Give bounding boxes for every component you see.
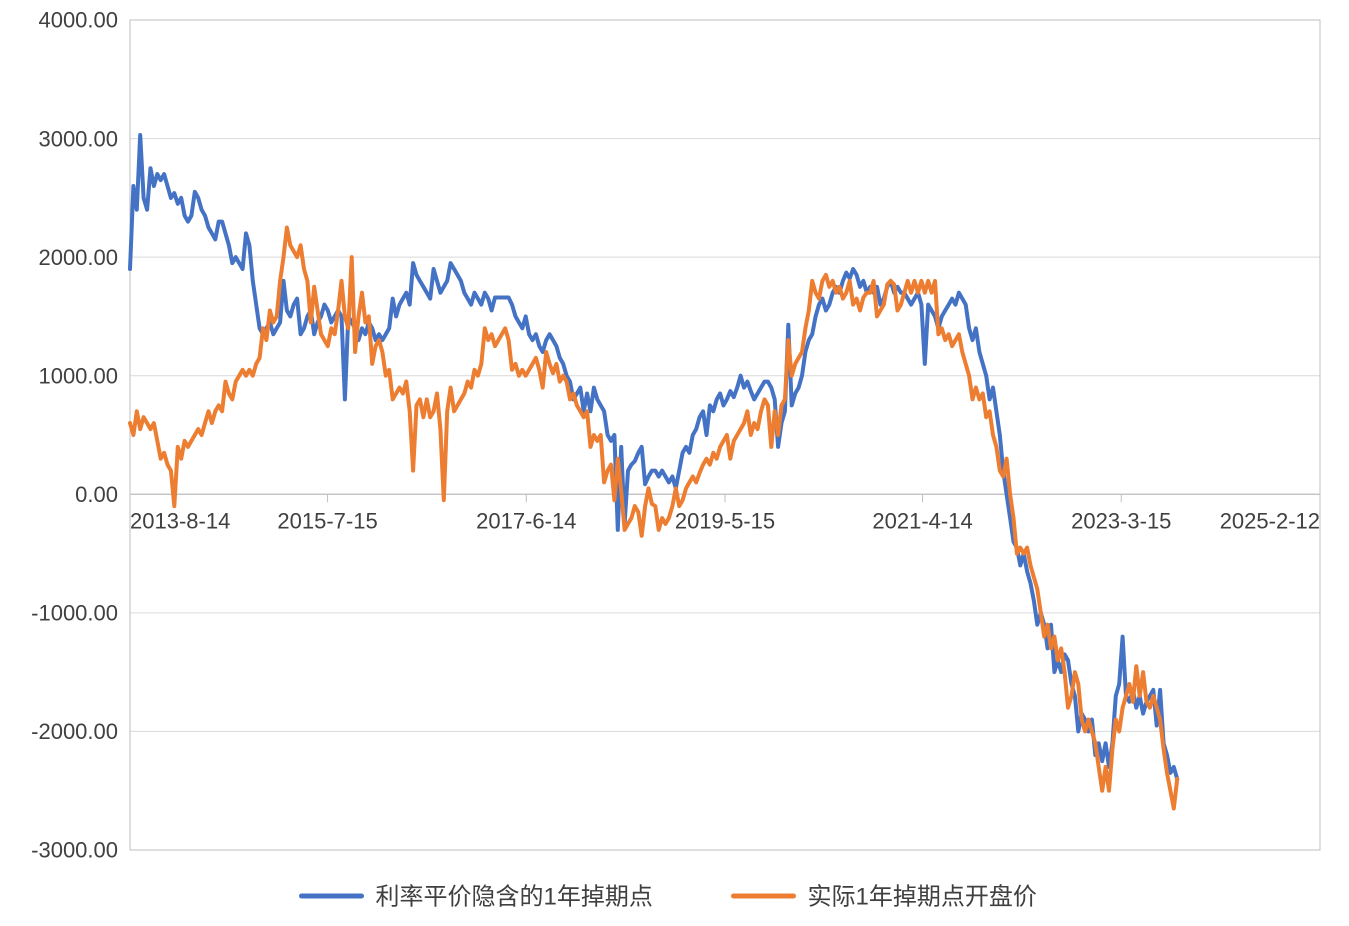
x-tick-label: 2021-4-14 bbox=[872, 508, 972, 533]
y-tick-label: 4000.00 bbox=[38, 8, 118, 33]
y-tick-label: 1000.00 bbox=[38, 363, 118, 388]
legend-label: 利率平价隐含的1年掉期点 bbox=[376, 883, 653, 910]
x-tick-label: 2025-2-12 bbox=[1220, 508, 1320, 533]
y-tick-label: -3000.00 bbox=[31, 838, 118, 863]
chart-svg: -3000.00 -2000.00 -1000.00 0.00 1000.00 2000.… bbox=[0, 0, 1349, 926]
y-tick-label: -1000.00 bbox=[31, 601, 118, 626]
y-tick-label: 0.00 bbox=[75, 482, 118, 507]
y-tick-label: -2000.00 bbox=[31, 719, 118, 744]
x-tick-label: 2015-7-15 bbox=[277, 508, 377, 533]
y-tick-label: 3000.00 bbox=[38, 126, 118, 151]
x-tick-label: 2017-6-14 bbox=[476, 508, 576, 533]
y-tick-label: 2000.00 bbox=[38, 245, 118, 270]
legend-label: 实际1年掉期点开盘价 bbox=[808, 883, 1037, 910]
x-tick-label: 2019-5-15 bbox=[675, 508, 775, 533]
x-tick-label: 2013-8-14 bbox=[130, 508, 230, 533]
swap-points-chart: -3000.00 -2000.00 -1000.00 0.00 1000.00 2000.… bbox=[0, 0, 1349, 926]
x-tick-label: 2023-3-15 bbox=[1071, 508, 1171, 533]
